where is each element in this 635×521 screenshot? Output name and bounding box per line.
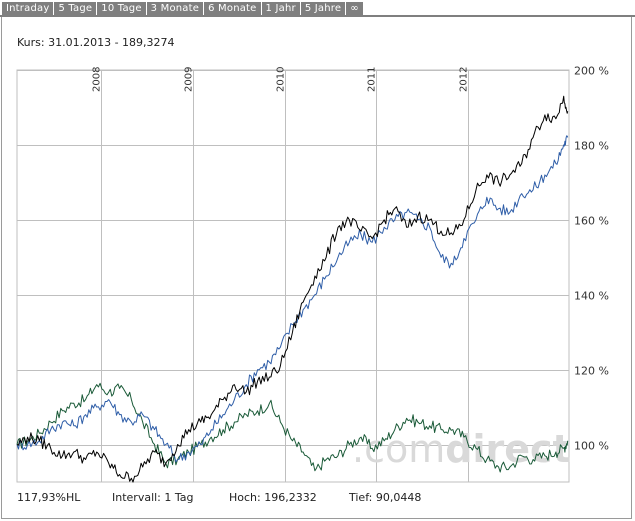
- series-line-blue: [16, 135, 569, 463]
- tab-strip-line: [0, 15, 635, 17]
- x-tick-label: 2012: [459, 67, 470, 92]
- y-tick-label: 100 %: [574, 440, 609, 453]
- price-label: Kurs: 31.01.2013 - 189,3274: [17, 36, 175, 49]
- y-tick-label: 120 %: [574, 365, 609, 378]
- high-value: Hoch: 196,2332: [229, 491, 317, 504]
- series-line-green: [16, 382, 569, 473]
- grid: [16, 69, 570, 483]
- tab-10-tage[interactable]: 10 Tage: [97, 2, 146, 16]
- tab-max[interactable]: ∞: [346, 2, 363, 16]
- tab-3-monate[interactable]: 3 Monate: [146, 2, 204, 16]
- y-tick-label: 160 %: [574, 215, 609, 228]
- interval-value: Intervall: 1 Tag: [112, 491, 194, 504]
- x-tick-label: 2011: [367, 67, 378, 92]
- y-tick-label: 180 %: [574, 140, 609, 153]
- y-tick-label: 200 %: [574, 65, 609, 78]
- low-value: Tief: 90,0448: [349, 491, 422, 504]
- range-tabs: Intraday 5 Tage 10 Tage 3 Monate 6 Monat…: [2, 2, 363, 16]
- series-line-main: [16, 95, 569, 483]
- tab-6-monate[interactable]: 6 Monate: [204, 2, 261, 16]
- watermark-suffix: direct: [445, 427, 570, 471]
- watermark: .comdirect: [352, 427, 571, 471]
- x-tick-label: 2008: [92, 67, 103, 92]
- y-tick-label: 140 %: [574, 290, 609, 303]
- series: [16, 95, 569, 483]
- axes: 100 % 120 % 140 % 160 % 180 % 200 % 2008 2009 20…: [92, 65, 609, 453]
- footer-stats: 117,93%HL Intervall: 1 Tag Hoch: 196,233…: [17, 491, 421, 504]
- tab-5-jahre[interactable]: 5 Jahre: [300, 2, 346, 16]
- plot-area: [16, 69, 570, 483]
- watermark-prefix: .com: [352, 427, 445, 471]
- x-tick-label: 2010: [276, 67, 287, 92]
- chart-frame: [1, 17, 632, 519]
- tab-5-tage[interactable]: 5 Tage: [54, 2, 97, 16]
- change-value: 117,93%HL: [17, 491, 81, 504]
- tab-1-jahr[interactable]: 1 Jahr: [261, 2, 300, 16]
- x-tick-label: 2009: [184, 67, 195, 92]
- tab-intraday[interactable]: Intraday: [2, 2, 54, 16]
